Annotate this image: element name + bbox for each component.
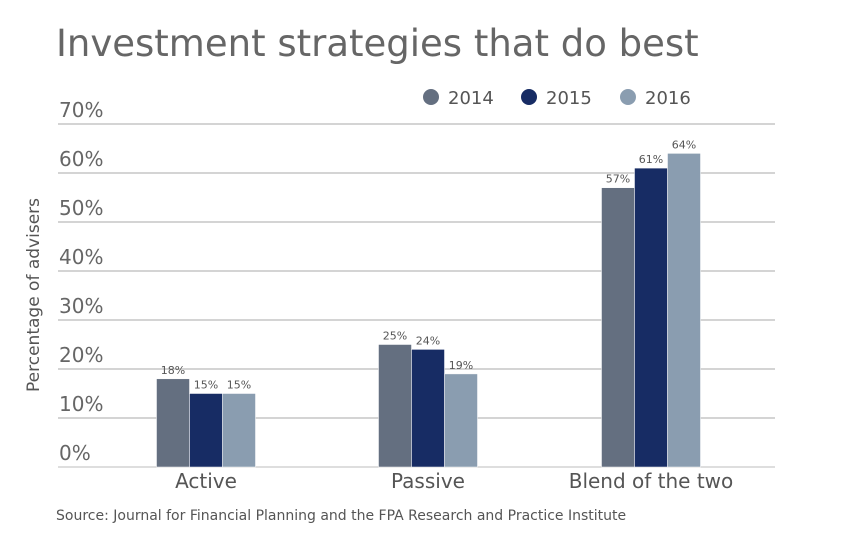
bar-2015-blend-of-the-two — [634, 167, 668, 468]
data-label: 64% — [672, 138, 696, 151]
bar-2015-active — [189, 393, 223, 468]
legend: 2014 2015 2016 — [423, 88, 691, 109]
source-note: Source: Journal for Financial Planning a… — [56, 508, 627, 524]
legend-label-2016: 2016 — [645, 88, 691, 109]
bars — [156, 153, 701, 468]
bar-2015-passive — [411, 349, 445, 468]
category-label: Blend of the two — [569, 469, 734, 493]
data-label: 18% — [161, 364, 185, 377]
data-label: 25% — [383, 330, 407, 343]
legend-marker-2014 — [423, 89, 439, 105]
legend-label-2014: 2014 — [448, 88, 494, 109]
category-label: Passive — [391, 469, 465, 493]
y-tick-label: 40% — [59, 245, 103, 269]
bar-2016-blend-of-the-two — [667, 153, 701, 468]
chart-title: Investment strategies that do best — [56, 22, 699, 65]
bar-2014-active — [156, 378, 190, 468]
y-tick-label: 60% — [59, 147, 103, 171]
legend-marker-2016 — [620, 89, 636, 105]
data-label: 15% — [227, 379, 251, 392]
legend-marker-2015 — [521, 89, 537, 105]
bar-2014-passive — [378, 344, 412, 468]
y-tick-label: 70% — [59, 98, 103, 122]
data-label: 15% — [194, 379, 218, 392]
bar-2014-blend-of-the-two — [601, 187, 635, 468]
y-tick-label: 50% — [59, 196, 103, 220]
legend-label-2015: 2015 — [546, 88, 592, 109]
y-tick-label: 10% — [59, 392, 103, 416]
y-axis-ticks: 0% 10% 20% 30% 40% 50% 60% 70% — [59, 98, 103, 465]
y-tick-label: 0% — [59, 441, 91, 465]
y-axis-label: Percentage of advisers — [24, 198, 44, 392]
y-tick-label: 30% — [59, 294, 103, 318]
data-labels: 18% 15% 15% 25% 24% 19% 57% 61% 64% — [161, 138, 696, 391]
data-label: 19% — [449, 359, 473, 372]
data-label: 61% — [639, 153, 663, 166]
bar-2016-passive — [444, 373, 478, 468]
y-tick-label: 20% — [59, 343, 103, 367]
category-label: Active — [175, 469, 237, 493]
bar-2016-active — [222, 393, 256, 468]
data-label: 24% — [416, 334, 440, 347]
category-labels: Active Passive Blend of the two — [175, 469, 733, 493]
data-label: 57% — [606, 173, 630, 186]
